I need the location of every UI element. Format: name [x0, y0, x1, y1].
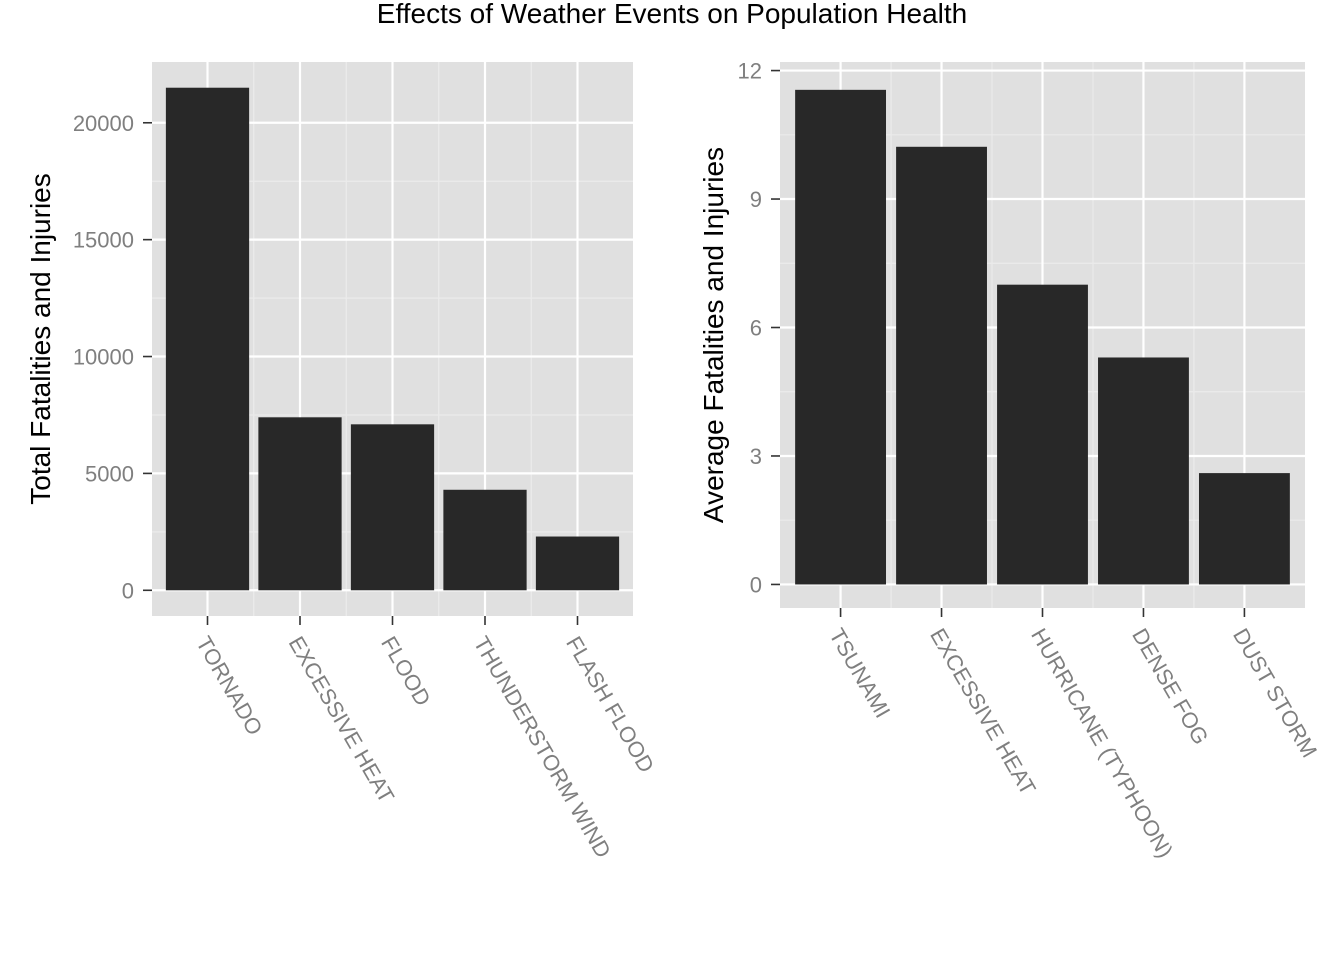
bar-tsunami [795, 89, 887, 585]
bar-flash-flood [535, 536, 620, 591]
left-panel-total: 0 5000 10000 15000 20000 TORNADO EXCESSIVE HEA… [25, 62, 659, 862]
y-tick-label: 9 [750, 187, 762, 212]
y-tick-label: 12 [738, 59, 762, 84]
bar-excessive-heat [258, 417, 342, 591]
y-tick-label: 20000 [73, 111, 134, 136]
y-axis-title: Total Fatalities and Injuries [25, 173, 56, 505]
x-tick-label: EXCESSIVE HEAT [925, 624, 1041, 799]
bar-tornado [165, 87, 250, 591]
y-axis-title: Average Fatalities and Injuries [698, 147, 729, 523]
x-tick-label: FLOOD [376, 632, 436, 710]
x-tick-label: EXCESSIVE HEAT [284, 632, 400, 807]
x-tick-label: DENSE FOG [1127, 624, 1213, 749]
y-tick-label: 0 [750, 572, 762, 597]
figure-title: Effects of Weather Events on Population … [377, 0, 967, 29]
x-tick-label: DUST STORM [1228, 624, 1322, 762]
bar-dust-storm [1198, 473, 1290, 585]
bar-flood [350, 424, 435, 591]
x-tick-label: TSUNAMI [824, 624, 895, 722]
bar-thunderstorm-wind [443, 489, 527, 591]
y-tick-label: 10000 [73, 345, 134, 370]
x-tick-label: TORNADO [191, 632, 267, 739]
bar-hurricane-typhoon [997, 284, 1088, 585]
y-tick-label: 15000 [73, 228, 134, 253]
x-tick-label: FLASH FLOOD [561, 632, 659, 777]
y-tick-label: 6 [750, 316, 762, 341]
bar-dense-fog [1098, 357, 1189, 585]
y-tick-label: 5000 [85, 461, 134, 486]
y-tick-label: 3 [750, 444, 762, 469]
y-tick-label: 0 [122, 578, 134, 603]
bar-excessive-heat [896, 146, 987, 585]
